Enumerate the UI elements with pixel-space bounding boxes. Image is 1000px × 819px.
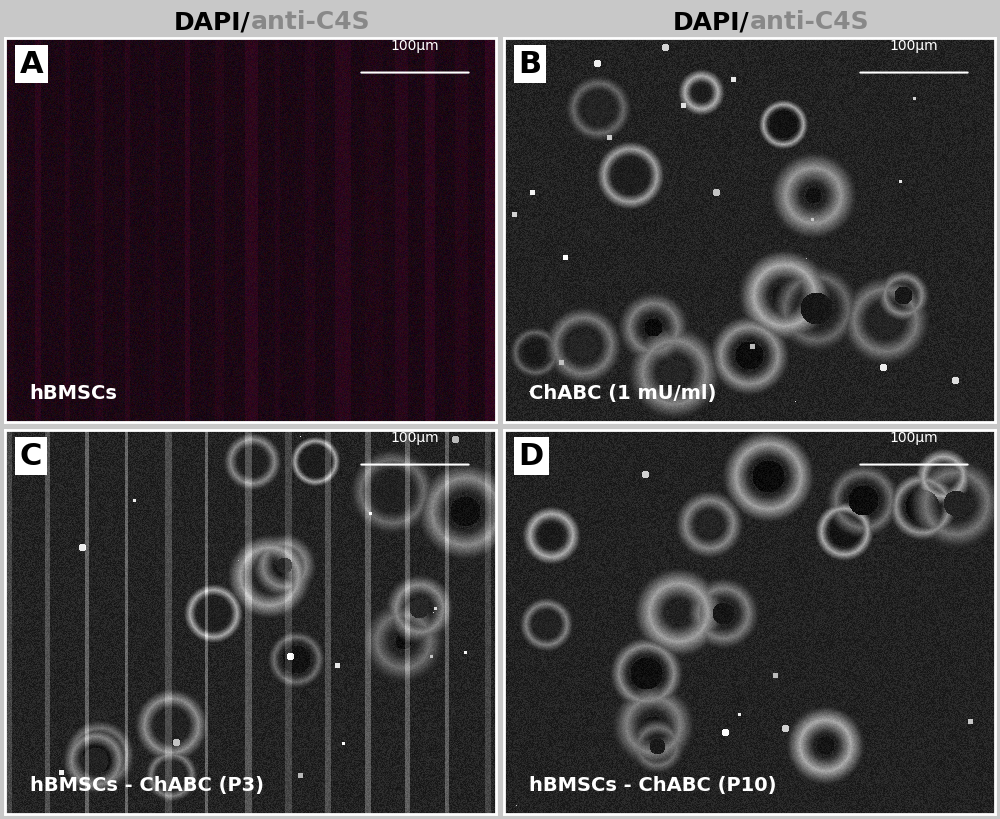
Text: 100μm: 100μm	[890, 432, 938, 446]
Text: DAPI/: DAPI/	[174, 10, 250, 34]
Text: hBMSCs: hBMSCs	[30, 384, 117, 403]
Text: hBMSCs - ChABC (P10): hBMSCs - ChABC (P10)	[529, 776, 776, 794]
Text: C: C	[20, 441, 42, 471]
Text: 100μm: 100μm	[391, 432, 439, 446]
Text: DAPI/: DAPI/	[673, 10, 750, 34]
Text: B: B	[519, 49, 542, 79]
Text: D: D	[519, 441, 544, 471]
Text: A: A	[20, 49, 43, 79]
Text: ChABC (1 mU/ml): ChABC (1 mU/ml)	[529, 384, 716, 403]
Text: 100μm: 100μm	[391, 39, 439, 53]
Text: anti-C4S: anti-C4S	[250, 10, 370, 34]
Text: hBMSCs - ChABC (P3): hBMSCs - ChABC (P3)	[30, 776, 264, 794]
Text: anti-C4S: anti-C4S	[750, 10, 869, 34]
Text: 100μm: 100μm	[890, 39, 938, 53]
